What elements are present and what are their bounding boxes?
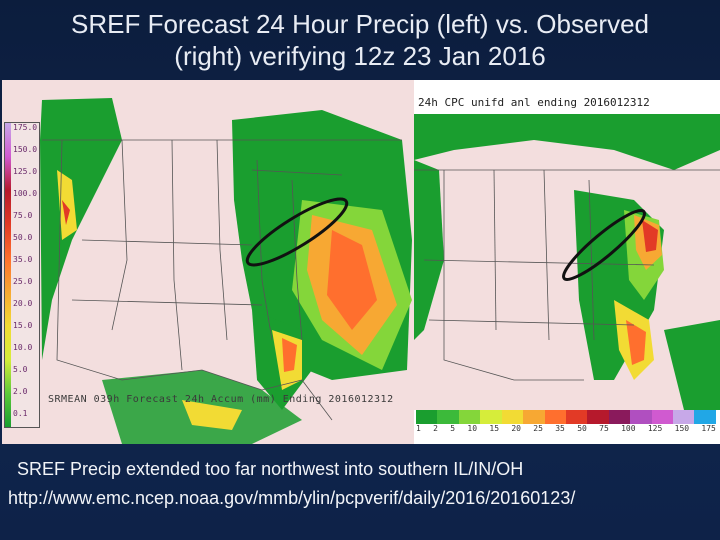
legend-tick: 125: [647, 424, 663, 433]
legend-swatch: [587, 410, 609, 424]
title-line-1: SREF Forecast 24 Hour Precip (left) vs. …: [71, 9, 649, 39]
legend-swatch: [480, 410, 502, 424]
source-url[interactable]: http://www.emc.ncep.noaa.gov/mmb/ylin/pc…: [8, 488, 576, 508]
colorbar-label: 35.0: [13, 255, 33, 264]
left-map-caption: SRMEAN 039h Forecast 24h Accum (mm) Endi…: [48, 394, 394, 405]
legend-tick: 15: [489, 424, 500, 433]
legend-tick: 25: [533, 424, 543, 433]
observed-legend-ticks: 1 2 5 10 15 20 25 35 50 75 100 125 150 1…: [416, 424, 716, 436]
legend-tick: 5: [450, 424, 456, 433]
legend-swatch: [458, 410, 481, 424]
legend-tick: 100: [621, 424, 636, 433]
title-line-2: (right) verifying 12z 23 Jan 2016: [174, 41, 546, 71]
observed-legend-bar: [416, 410, 716, 424]
sref-forecast-map: [2, 80, 414, 444]
legend-tick: 35: [555, 424, 565, 433]
colorbar-label: 50.0: [13, 233, 33, 242]
sref-map-graphic: [2, 80, 414, 444]
colorbar-label: 175.0: [13, 123, 38, 132]
left-colorbar: 175.0 150.0 125.0 100.0 75.0 50.0 35.0 2…: [4, 122, 40, 428]
colorbar-label: 20.0: [13, 299, 33, 308]
observed-precip-map: [414, 80, 720, 444]
legend-swatch: [416, 410, 438, 424]
colorbar-label: 75.0: [13, 211, 33, 220]
legend-tick: 175: [701, 424, 716, 433]
colorbar-label: 25.0: [13, 277, 33, 286]
colorbar-stripe: [5, 123, 11, 427]
legend-swatch: [523, 410, 545, 424]
legend-tick: 20: [511, 424, 521, 433]
legend-swatch: [501, 410, 524, 424]
colorbar-label: 150.0: [13, 145, 38, 154]
observed-map-graphic: [414, 80, 720, 444]
legend-tick: 50: [577, 424, 587, 433]
colorbar-label: 5.0: [13, 365, 28, 374]
legend-swatch: [565, 410, 588, 424]
legend-tick: 10: [467, 424, 478, 433]
colorbar-label: 125.0: [13, 167, 38, 176]
slide-title: SREF Forecast 24 Hour Precip (left) vs. …: [30, 8, 690, 72]
legend-tick: 2: [433, 424, 438, 433]
legend-tick: 150: [674, 424, 690, 433]
legend-swatch: [694, 410, 716, 424]
legend-swatch: [544, 410, 566, 424]
legend-swatch: [437, 410, 459, 424]
legend-swatch: [651, 410, 674, 424]
colorbar-label: 0.1: [13, 409, 28, 418]
legend-tick: 1: [416, 424, 421, 433]
legend-swatch: [630, 410, 652, 424]
legend-swatch: [608, 410, 631, 424]
colorbar-label: 2.0: [13, 387, 28, 396]
legend-swatch: [673, 410, 695, 424]
colorbar-label: 10.0: [13, 343, 33, 352]
legend-tick: 75: [599, 424, 609, 433]
right-map-header: 24h CPC unifd anl ending 2016012312: [418, 96, 650, 109]
colorbar-label: 15.0: [13, 321, 33, 330]
slide-caption: SREF Precip extended too far northwest i…: [17, 459, 524, 479]
colorbar-label: 100.0: [13, 189, 38, 198]
